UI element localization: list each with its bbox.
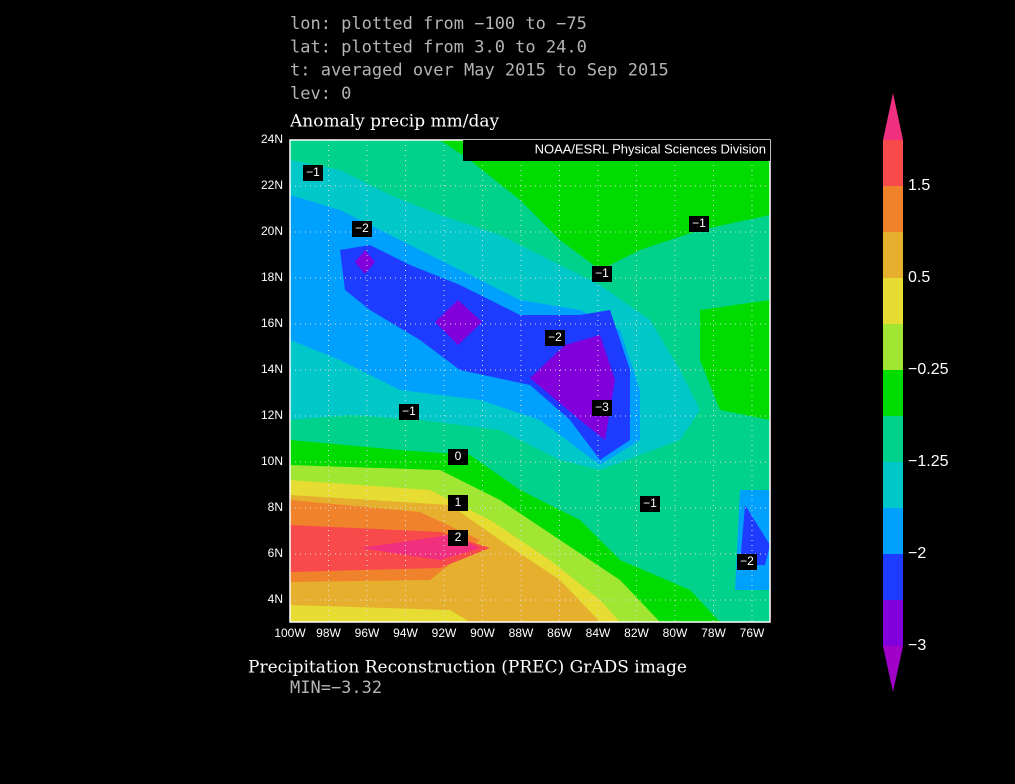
header-line: lat: plotted from 3.0 to 24.0 [290,37,587,57]
header-line: t: averaged over May 2015 to Sep 2015 [290,61,669,81]
colorbar-label: 0.5 [908,269,930,286]
colorbar-label: −0.25 [908,361,949,378]
colorbar-swatch [883,554,903,600]
contour-label: −1 [306,165,320,179]
map-title: Anomaly precip mm/day [289,112,499,132]
contour-label-box [592,266,612,282]
colorbar-swatch [883,416,903,462]
colorbar-arrow [883,93,903,140]
lat-label: 6N [268,546,283,560]
lat-label: 8N [268,500,283,514]
lat-label: 24N [261,132,283,146]
axis-labels: 24N 22N 20N 18N 16N 14N 12N 10N 8N 6N 4N 100W 98W 96W… [261,132,765,640]
lat-label: 18N [261,270,283,284]
lon-label: 94W [393,626,418,640]
contour-field [290,140,770,622]
colorbar-swatch [883,600,903,646]
colorbar-swatch [883,140,903,186]
contour-label-box [448,495,468,511]
contour-label: 2 [455,530,462,544]
lon-label: 80W [663,626,688,640]
colorbar-label: −1.25 [908,453,949,470]
lon-label: 86W [547,626,572,640]
lat-label: 14N [261,362,283,376]
colorbar-swatch [883,370,903,416]
lon-label: 96W [355,626,380,640]
contour-label: 0 [455,449,462,463]
contour-label-box [592,400,612,416]
min-label: MIN=−3.32 [290,678,382,698]
contour-label: −1 [643,496,657,510]
contour-label-box [448,449,468,465]
lon-label: 100W [274,626,306,640]
colorbar-arrow [883,646,903,692]
colorbar-swatch [883,278,903,324]
credit-box [463,140,770,161]
lon-label: 82W [624,626,649,640]
lon-label: 84W [586,626,611,640]
contour-label-box [448,530,468,546]
contour-label: −3 [595,400,609,414]
lon-label: 92W [432,626,457,640]
contour-label: −2 [548,330,562,344]
credit: NOAA/ESRL Physical Sciences Division [535,141,766,156]
colorbar-swatch [883,186,903,232]
contour-label: 1 [455,495,462,509]
lat-label: 16N [261,316,283,330]
contour-label-box [640,496,660,512]
lon-label: 78W [701,626,726,640]
colorbar-swatch [883,232,903,278]
lon-label: 88W [509,626,534,640]
lon-label: 76W [740,626,765,640]
contour-label: −1 [692,216,706,230]
colorbar-label: 1.5 [908,177,930,194]
lat-label: 22N [261,178,283,192]
lon-label: 98W [316,626,341,640]
contour-label: −1 [402,404,416,418]
colorbar-swatch [883,324,903,370]
contour-label: −2 [355,221,369,235]
contour-label-box [689,216,709,232]
contour-label-box [737,554,757,570]
contour-label-box [352,221,372,237]
colorbar-swatch [883,508,903,554]
contour-label-box [399,404,419,420]
colorbar-swatch [883,462,903,508]
contour-label: −1 [595,266,609,280]
colorbar-label: −2 [908,545,926,562]
contour-label-box [545,330,565,346]
colorbar: 1.5 0.5 −0.25 −1.25 −2 −3 [883,93,949,692]
footer-title: Precipitation Reconstruction (PREC) GrAD… [248,658,687,678]
lat-label: 4N [268,592,283,606]
contour-label: −2 [740,554,754,568]
contour-label-box [303,165,323,181]
header: lon: plotted from −100 to −75 lat: plotte… [290,14,669,104]
contour-labels: −1 −2 −1 −1 −2 −1 −3 0 1 2 −1 −2 [303,165,757,570]
lat-label: 10N [261,454,283,468]
lon-label: 90W [470,626,495,640]
header-line: lon: plotted from −100 to −75 [290,14,587,34]
lat-label: 20N [261,224,283,238]
lat-label: 12N [261,408,283,422]
header-line: lev: 0 [290,84,351,104]
colorbar-label: −3 [908,637,926,654]
